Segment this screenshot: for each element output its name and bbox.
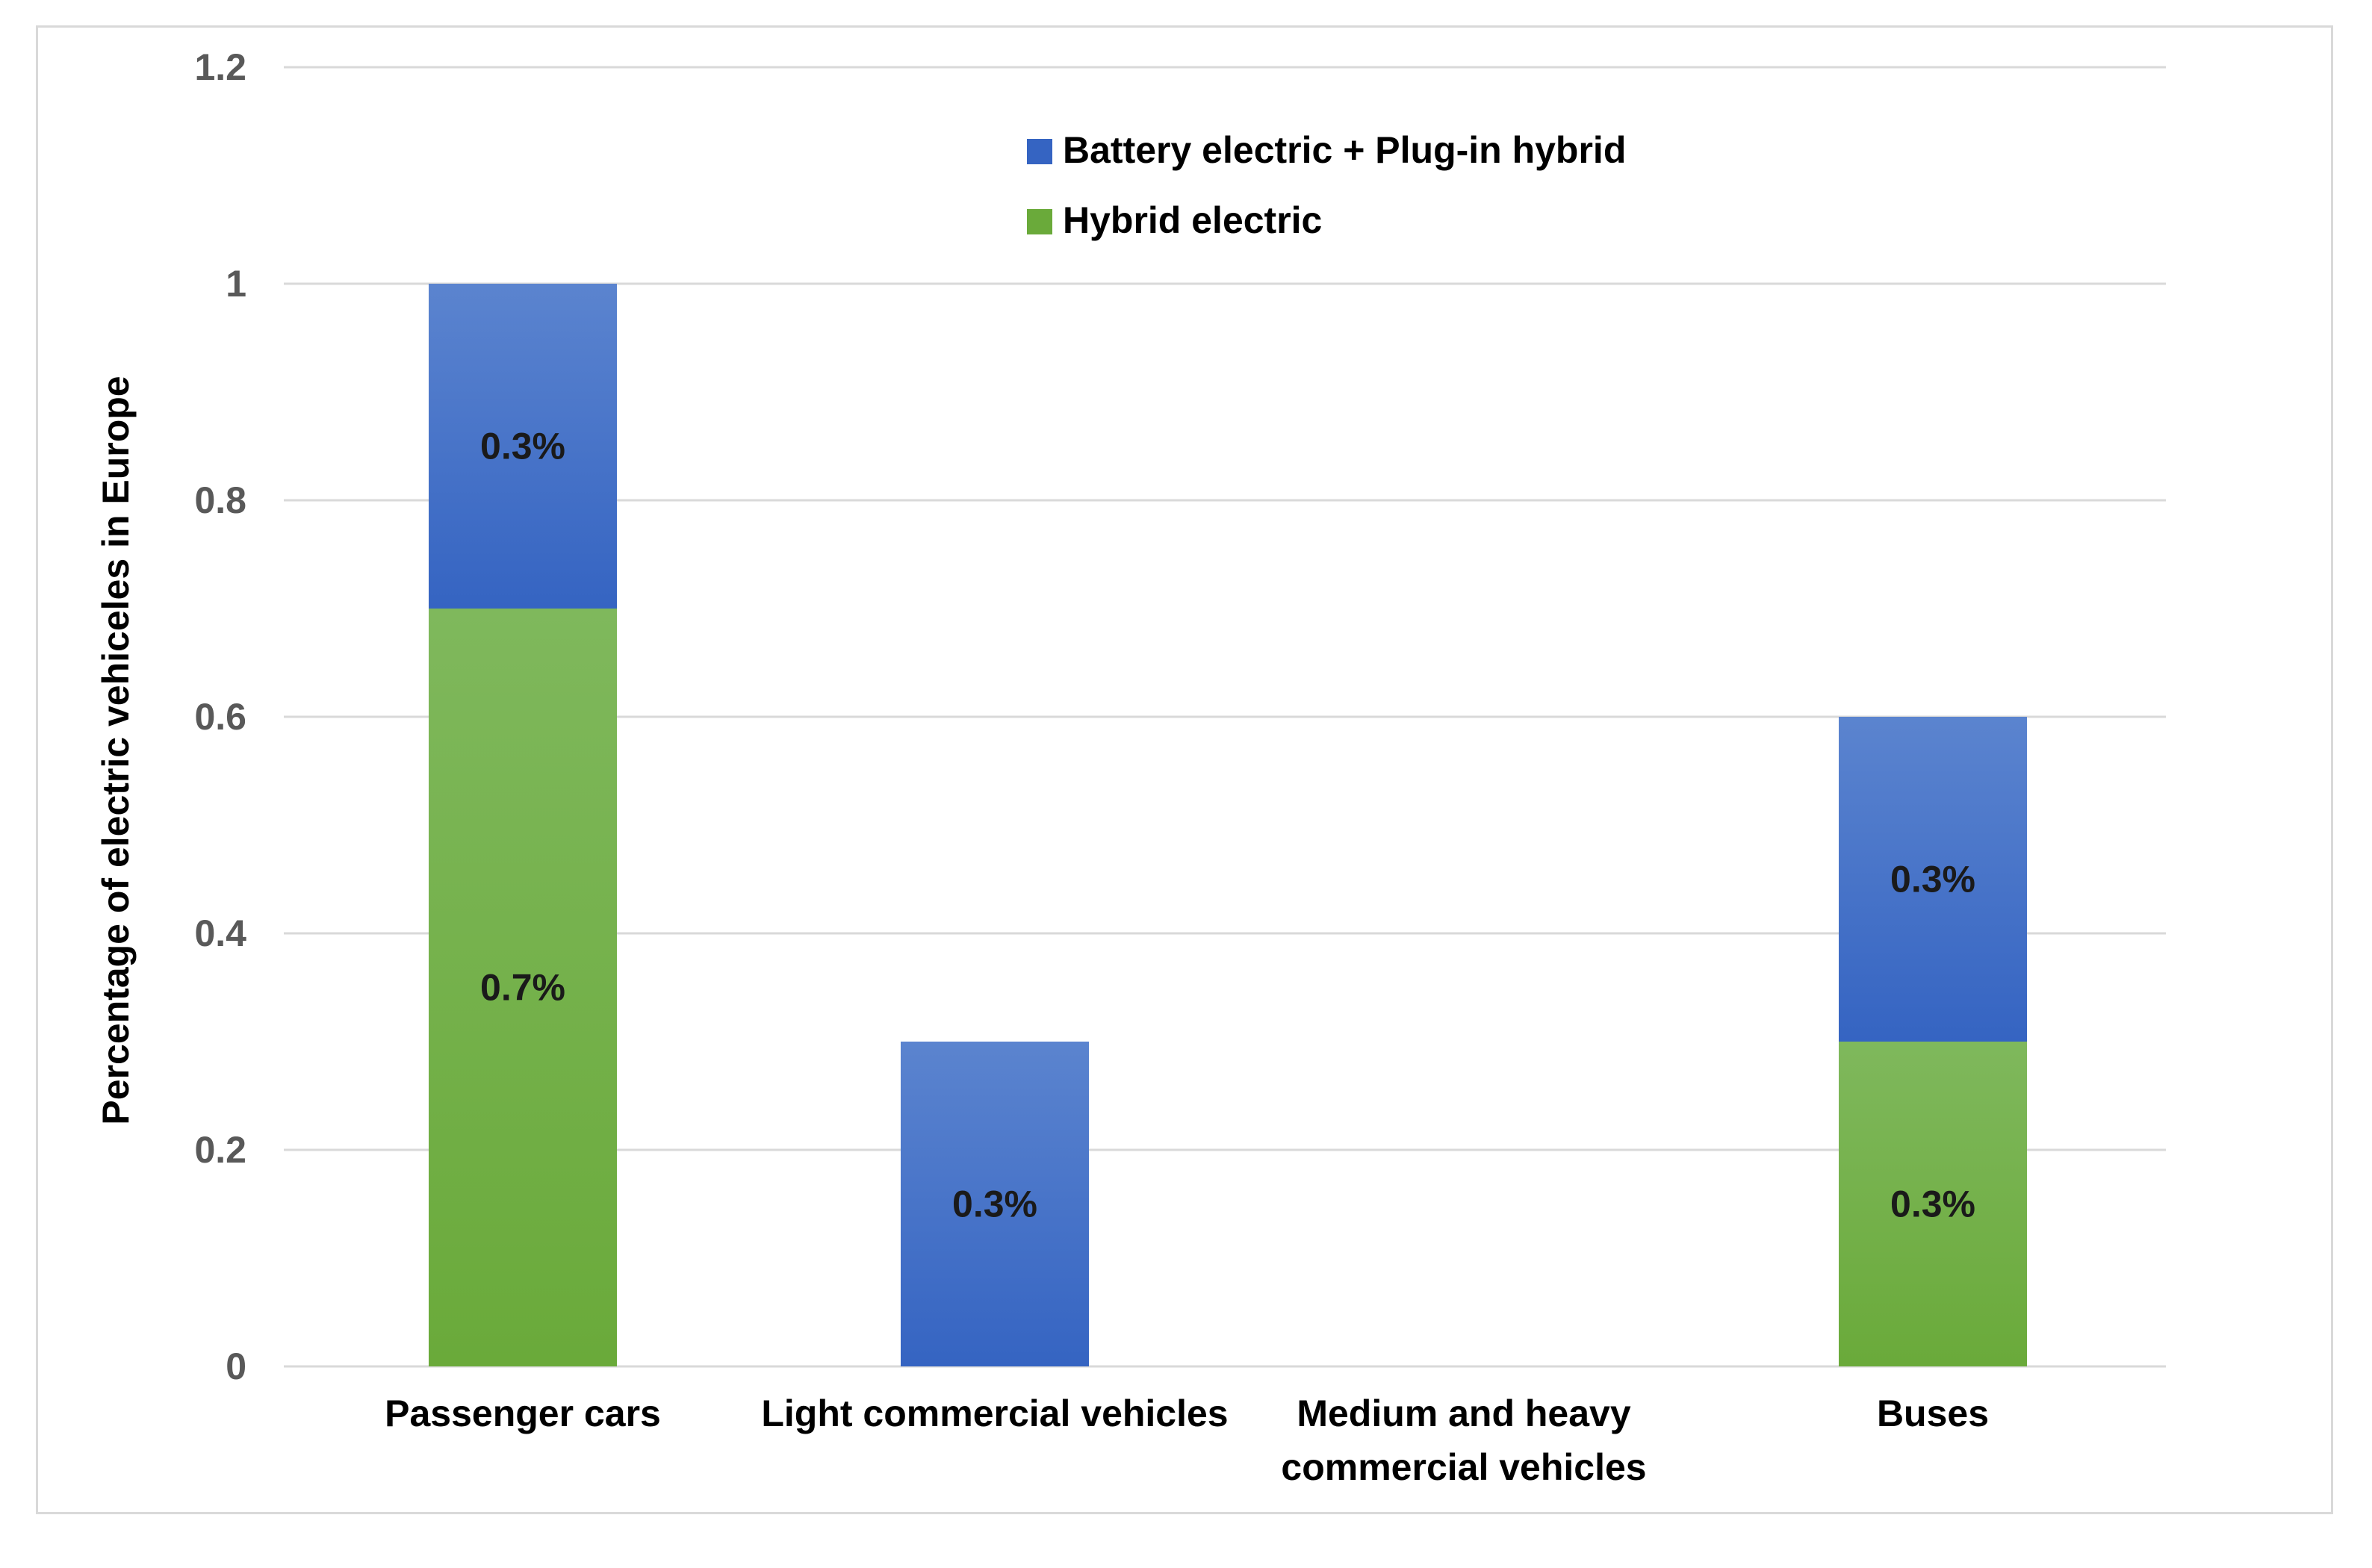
x-axis: Passenger cars Light commercial vehicles M… [385, 1393, 1989, 1488]
legend: Battery electric + Plug-in hybrid Hybrid … [1027, 129, 1626, 241]
bar-battery-electric-plug-in-hybrid-3 [1839, 717, 2027, 1042]
data-label: 0.3% [1890, 859, 1975, 900]
bar-hybrid-electric-0 [429, 609, 617, 1366]
data-label: 0.3% [952, 1183, 1037, 1225]
x-tick-label: Passenger cars [385, 1393, 661, 1434]
y-tick-label: 1.2 [194, 46, 246, 88]
x-tick-label: Medium and heavy [1297, 1393, 1631, 1434]
bar-battery-electric-plug-in-hybrid-0 [429, 284, 617, 609]
y-tick-label: 0.4 [194, 912, 246, 954]
legend-swatch [1027, 209, 1052, 234]
bars [429, 284, 2027, 1366]
x-tick-label: Light commercial vehicles [761, 1393, 1228, 1434]
y-tick-label: 1 [226, 263, 246, 305]
y-axis: 0 0.2 0.4 0.6 0.8 1 1.2 [194, 46, 246, 1387]
data-label: 0.3% [1890, 1183, 1975, 1225]
y-tick-label: 0 [226, 1345, 246, 1387]
x-tick-label: commercial vehicles [1281, 1446, 1646, 1488]
data-label: 0.7% [480, 967, 565, 1009]
y-tick-label: 0.8 [194, 479, 246, 521]
x-tick-label: Buses [1877, 1393, 1989, 1434]
y-tick-label: 0.2 [194, 1129, 246, 1171]
data-labels: 0.7% 0.3% 0.3% 0.3% 0.3% [480, 426, 1975, 1225]
legend-label: Battery electric + Plug-in hybrid [1063, 129, 1626, 171]
y-tick-label: 0.6 [194, 696, 246, 738]
data-label: 0.3% [480, 426, 565, 467]
bar-hybrid-electric-3 [1839, 1042, 2027, 1366]
legend-swatch [1027, 139, 1052, 164]
legend-label: Hybrid electric [1063, 199, 1322, 241]
y-axis-label: Percentage of electric vehiceles in Euro… [95, 376, 137, 1124]
bar-battery-electric-plug-in-hybrid-1 [901, 1042, 1089, 1366]
